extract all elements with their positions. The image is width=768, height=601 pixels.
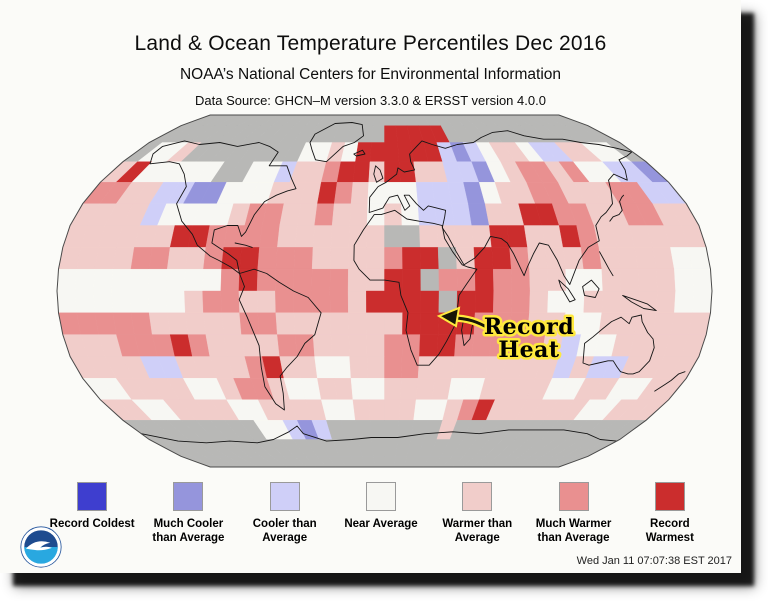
legend-item-warmer: Warmer than Average xyxy=(429,482,525,545)
annotation-line1: Record xyxy=(484,314,574,340)
legend-label: Much Cooler than Average xyxy=(152,518,225,545)
legend-label: Record Coldest xyxy=(49,518,135,530)
map-outline xyxy=(56,114,713,468)
legend-label: Record Warmest xyxy=(645,518,694,545)
legend-label: Near Average xyxy=(344,518,418,530)
legend-label: Cooler than Average xyxy=(252,518,317,545)
data-source-line: Data Source: GHCN–M version 3.3.0 & ERSS… xyxy=(195,93,546,108)
figure-header: Land & Ocean Temperature Percentiles Dec… xyxy=(0,0,741,108)
legend-swatch xyxy=(77,482,108,511)
world-map: Record Heat xyxy=(56,114,713,468)
color-legend: Record Coldest Much Cooler than Average … xyxy=(44,482,718,545)
legend-item-record-warmest: Record Warmest xyxy=(622,482,718,545)
record-heat-annotation: Record Heat xyxy=(436,306,576,366)
legend-item-record-coldest: Record Coldest xyxy=(44,482,140,545)
legend-item-much-cooler: Much Cooler than Average xyxy=(140,482,236,545)
legend-swatch xyxy=(558,482,589,511)
generated-timestamp: Wed Jan 11 07:07:38 EST 2017 xyxy=(576,555,732,567)
legend-swatch xyxy=(654,482,685,511)
annotation-arrowhead xyxy=(436,306,461,328)
legend-swatch xyxy=(269,482,300,511)
legend-swatch xyxy=(173,482,204,511)
world-map-container: Record Heat xyxy=(40,108,730,472)
legend-item-near-average: Near Average xyxy=(333,482,429,545)
page-subtitle: NOAA’s National Centers for Environmenta… xyxy=(179,66,562,83)
figure-page: Land & Ocean Temperature Percentiles Dec… xyxy=(0,0,741,568)
legend-swatch xyxy=(462,482,493,511)
annotation-line2: Heat xyxy=(498,337,560,363)
noaa-logo-emblem xyxy=(24,530,58,564)
coastlines xyxy=(140,122,686,444)
noaa-gull-icon xyxy=(25,541,52,551)
page-title: Land & Ocean Temperature Percentiles Dec… xyxy=(134,32,607,55)
noaa-logo xyxy=(20,526,62,568)
legend-item-much-warmer: Much Warmer than Average xyxy=(525,482,621,545)
legend-item-cooler: Cooler than Average xyxy=(237,482,333,545)
percentile-grid-cells xyxy=(56,114,713,468)
legend-label: Much Warmer than Average xyxy=(535,518,612,545)
legend-swatch xyxy=(365,482,396,511)
legend-label: Warmer than Average xyxy=(442,518,513,545)
